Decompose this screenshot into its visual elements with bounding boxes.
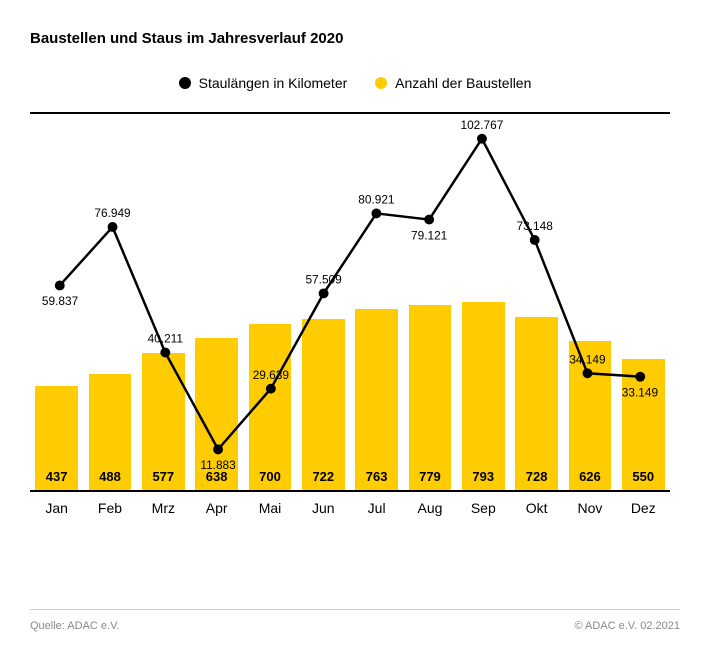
bar-value-label: 437 — [46, 469, 68, 484]
x-axis-labels: JanFebMrzAprMaiJunJulAugSepOktNovDez — [30, 500, 670, 516]
bar: 638 — [195, 338, 238, 490]
bar-value-label: 763 — [366, 469, 388, 484]
source-label: Quelle: ADAC e.V. — [30, 620, 119, 632]
bar-value-label: 793 — [472, 469, 494, 484]
bar-value-label: 779 — [419, 469, 441, 484]
legend-item-bar: Anzahl der Baustellen — [375, 75, 531, 91]
x-axis-label: Dez — [617, 500, 670, 516]
x-axis-label: Feb — [83, 500, 136, 516]
bar-cell: 577 — [137, 114, 190, 490]
bar-value-label: 728 — [526, 469, 548, 484]
bar: 626 — [569, 341, 612, 490]
bar-cell: 763 — [350, 114, 403, 490]
bar: 728 — [515, 317, 558, 490]
bar-cell: 700 — [243, 114, 296, 490]
chart-title: Baustellen und Staus im Jahresverlauf 20… — [30, 30, 680, 47]
x-axis-label: Aug — [403, 500, 456, 516]
x-axis-label: Jan — [30, 500, 83, 516]
bar-cell: 437 — [30, 114, 83, 490]
x-axis-label: Sep — [457, 500, 510, 516]
legend-marker-bar — [375, 77, 387, 89]
chart-container: Baustellen und Staus im Jahresverlauf 20… — [30, 30, 680, 590]
legend-label-bar: Anzahl der Baustellen — [395, 75, 531, 91]
bar: 763 — [355, 309, 398, 490]
bar-cell: 626 — [563, 114, 616, 490]
bar-cell: 488 — [83, 114, 136, 490]
bar-value-label: 700 — [259, 469, 281, 484]
bar: 779 — [409, 305, 452, 490]
bar: 488 — [89, 374, 132, 490]
bar: 793 — [462, 302, 505, 490]
x-axis-label: Apr — [190, 500, 243, 516]
bar-cell: 722 — [297, 114, 350, 490]
bar-value-label: 577 — [152, 469, 174, 484]
bar-value-label: 550 — [632, 469, 654, 484]
plot-area: 437488577638700722763779793728626550 59.… — [30, 112, 670, 492]
x-axis-label: Mrz — [137, 500, 190, 516]
bar-cell: 728 — [510, 114, 563, 490]
legend-label-line: Staulängen in Kilometer — [199, 75, 348, 91]
bar: 722 — [302, 319, 345, 490]
bar-value-label: 638 — [206, 469, 228, 484]
bar-cell: 638 — [190, 114, 243, 490]
bar: 550 — [622, 359, 665, 490]
x-axis-label: Jul — [350, 500, 403, 516]
x-axis-label: Mai — [243, 500, 296, 516]
copyright-label: © ADAC e.V. 02.2021 — [574, 620, 680, 632]
bar: 437 — [35, 386, 78, 490]
x-axis-label: Nov — [563, 500, 616, 516]
legend-marker-line — [179, 77, 191, 89]
bar-value-label: 488 — [99, 469, 121, 484]
bar: 700 — [249, 324, 292, 490]
legend-item-line: Staulängen in Kilometer — [179, 75, 348, 91]
bar-cell: 779 — [403, 114, 456, 490]
bar-value-label: 722 — [312, 469, 334, 484]
bar-cell: 793 — [457, 114, 510, 490]
legend: Staulängen in Kilometer Anzahl der Baust… — [30, 75, 680, 92]
chart-footer: Quelle: ADAC e.V. © ADAC e.V. 02.2021 — [30, 609, 680, 632]
x-axis-label: Jun — [297, 500, 350, 516]
bar-value-label: 626 — [579, 469, 601, 484]
bar: 577 — [142, 353, 185, 490]
bar-cell: 550 — [617, 114, 670, 490]
bars-row: 437 488 577 638 700 722 763 779 793 728 626 550 — [30, 114, 670, 490]
x-axis-label: Okt — [510, 500, 563, 516]
